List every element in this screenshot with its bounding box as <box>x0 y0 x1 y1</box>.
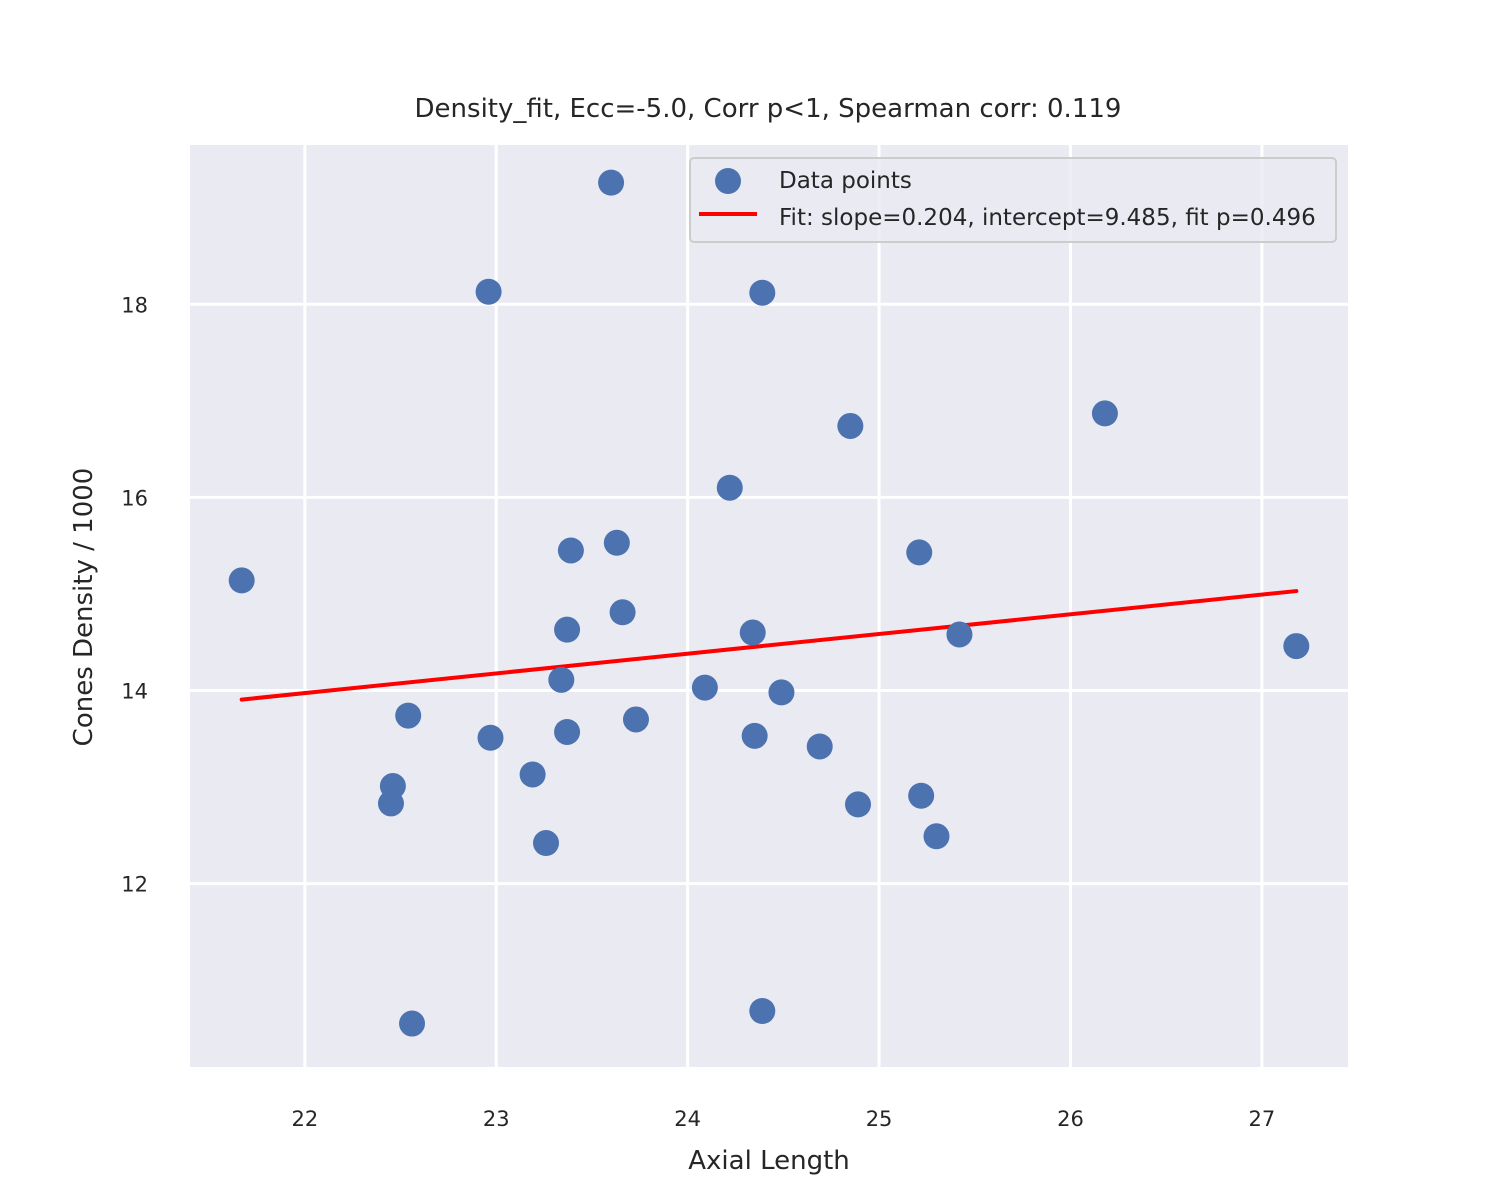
x-tick-labels: 22 23 24 25 26 27 <box>291 1107 1275 1131</box>
data-point <box>1091 400 1118 427</box>
data-point <box>749 279 776 306</box>
data-point <box>739 619 766 646</box>
data-point <box>768 679 795 706</box>
y-tick-label: 16 <box>121 486 148 510</box>
x-tick-label: 24 <box>674 1107 701 1131</box>
data-point <box>533 830 560 857</box>
legend-label-fit: Fit: slope=0.204, intercept=9.485, fit p… <box>779 205 1316 231</box>
data-point <box>399 1010 426 1037</box>
data-point <box>908 782 935 809</box>
data-point <box>477 724 504 751</box>
y-tick-label: 14 <box>121 679 148 703</box>
data-point <box>622 706 649 733</box>
fit-line-layer <box>239 589 1299 702</box>
x-axis-label: Axial Length <box>688 1146 850 1176</box>
data-point <box>554 616 581 643</box>
chart-title: Density_fit, Ecc=-5.0, Corr p<1, Spearma… <box>415 94 1122 124</box>
data-point <box>548 666 575 693</box>
x-tick-label: 25 <box>866 1107 893 1131</box>
data-point <box>716 474 743 501</box>
data-point <box>475 278 502 305</box>
grid-lines <box>190 145 1348 1067</box>
data-points-layer <box>228 169 1310 1037</box>
data-point <box>845 791 872 818</box>
data-point <box>379 773 406 800</box>
y-axis-label: Cones Density / 1000 <box>69 468 99 747</box>
fit-line <box>239 589 1299 702</box>
data-point <box>554 718 581 745</box>
data-point <box>603 529 630 556</box>
data-point <box>609 599 636 626</box>
legend-box <box>689 157 1337 243</box>
x-tick-label: 26 <box>1057 1107 1084 1131</box>
data-point <box>906 539 933 566</box>
x-tick-label: 23 <box>483 1107 510 1131</box>
data-point <box>806 733 833 760</box>
data-point <box>228 567 255 594</box>
legend: Data points Fit: slope=0.204, intercept=… <box>689 157 1337 243</box>
data-point <box>1283 633 1310 660</box>
data-point <box>749 998 776 1025</box>
legend-scatter-marker <box>715 168 741 194</box>
data-point <box>691 674 718 701</box>
data-point <box>557 537 584 564</box>
data-point <box>946 621 973 648</box>
data-point <box>598 169 625 196</box>
data-point <box>519 761 546 788</box>
y-tick-label: 12 <box>121 873 148 897</box>
legend-label-data-points: Data points <box>779 168 912 194</box>
x-tick-label: 27 <box>1249 1107 1276 1131</box>
x-tick-label: 22 <box>291 1107 318 1131</box>
data-point <box>741 722 768 749</box>
y-tick-label: 18 <box>121 293 148 317</box>
data-point <box>923 823 950 850</box>
data-point <box>837 412 864 439</box>
y-tick-labels: 12 14 16 18 <box>121 293 148 896</box>
data-point <box>395 702 422 729</box>
